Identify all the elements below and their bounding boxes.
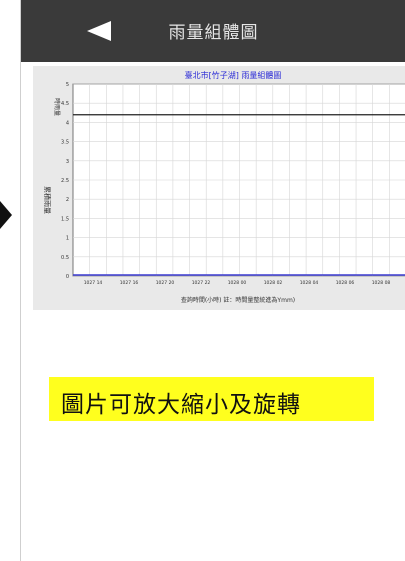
x-tick-label: 1028 00 xyxy=(228,280,247,286)
x-axis-label: 查詢時間(小時) 註：時間量整統進為Ymm) xyxy=(181,296,295,304)
y-tick-label: 1.5 xyxy=(61,216,69,222)
y-tick-label: 3 xyxy=(66,159,69,165)
y-tick-label: 1 xyxy=(66,236,69,242)
x-tick-label: 1027 20 xyxy=(156,280,175,286)
y-axis-label-left: 累積雨量 xyxy=(43,186,52,214)
chart-svg[interactable]: 臺北市[竹子湖] 雨量組體圖 5 4.5 4 3.5 3 2.5 2 1.5 1 0.5 0 102… xyxy=(33,66,405,310)
edge-arrow-icon xyxy=(0,201,12,229)
y-tick-label: 2.5 xyxy=(61,178,69,184)
y-tick-label: 4 xyxy=(66,120,69,126)
notice-text: 圖片可放大縮小及旋轉 xyxy=(61,392,301,418)
x-tick-label: 1027 22 xyxy=(192,280,211,286)
x-tick-label: 1028 02 xyxy=(264,280,283,286)
notice-banner: 圖片可放大縮小及旋轉 xyxy=(49,377,374,421)
x-tick-label: 1028 04 xyxy=(300,280,319,286)
y-tick-label: 4.5 xyxy=(61,101,69,107)
y-tick-label: 0.5 xyxy=(61,255,69,261)
chart-series xyxy=(73,114,405,276)
x-axis-ticks: 1027 14 1027 16 1027 20 1027 22 1028 00 1028 … xyxy=(84,280,391,286)
x-tick-label: 1028 06 xyxy=(336,280,355,286)
back-arrow-icon[interactable] xyxy=(87,21,111,41)
chart-grid xyxy=(73,83,405,277)
y-tick-label: 0 xyxy=(66,274,69,280)
y-tick-label: 3.5 xyxy=(61,140,69,146)
x-tick-label: 1027 14 xyxy=(84,280,103,286)
top-bar: 雨量組體圖 xyxy=(21,0,405,62)
y-axis-label-top: 時雨量 xyxy=(53,98,61,116)
y-tick-label: 5 xyxy=(66,82,69,88)
phone-screen: 雨量組體圖 臺北市[竹子湖] 雨量組體圖 5 4.5 4 3.5 3 2.5 2 1.5 1 0.… xyxy=(20,0,405,561)
page-title: 雨量組體圖 xyxy=(168,23,259,43)
x-tick-label: 1027 16 xyxy=(120,280,139,286)
y-axis-ticks: 5 4.5 4 3.5 3 2.5 2 1.5 1 0.5 0 xyxy=(61,82,69,280)
x-tick-label: 1028 08 xyxy=(372,280,391,286)
y-tick-label: 2 xyxy=(66,197,69,203)
chart-title: 臺北市[竹子湖] 雨量組體圖 xyxy=(185,70,282,80)
rainfall-chart[interactable]: 臺北市[竹子湖] 雨量組體圖 5 4.5 4 3.5 3 2.5 2 1.5 1 0.5 0 102… xyxy=(33,66,405,310)
